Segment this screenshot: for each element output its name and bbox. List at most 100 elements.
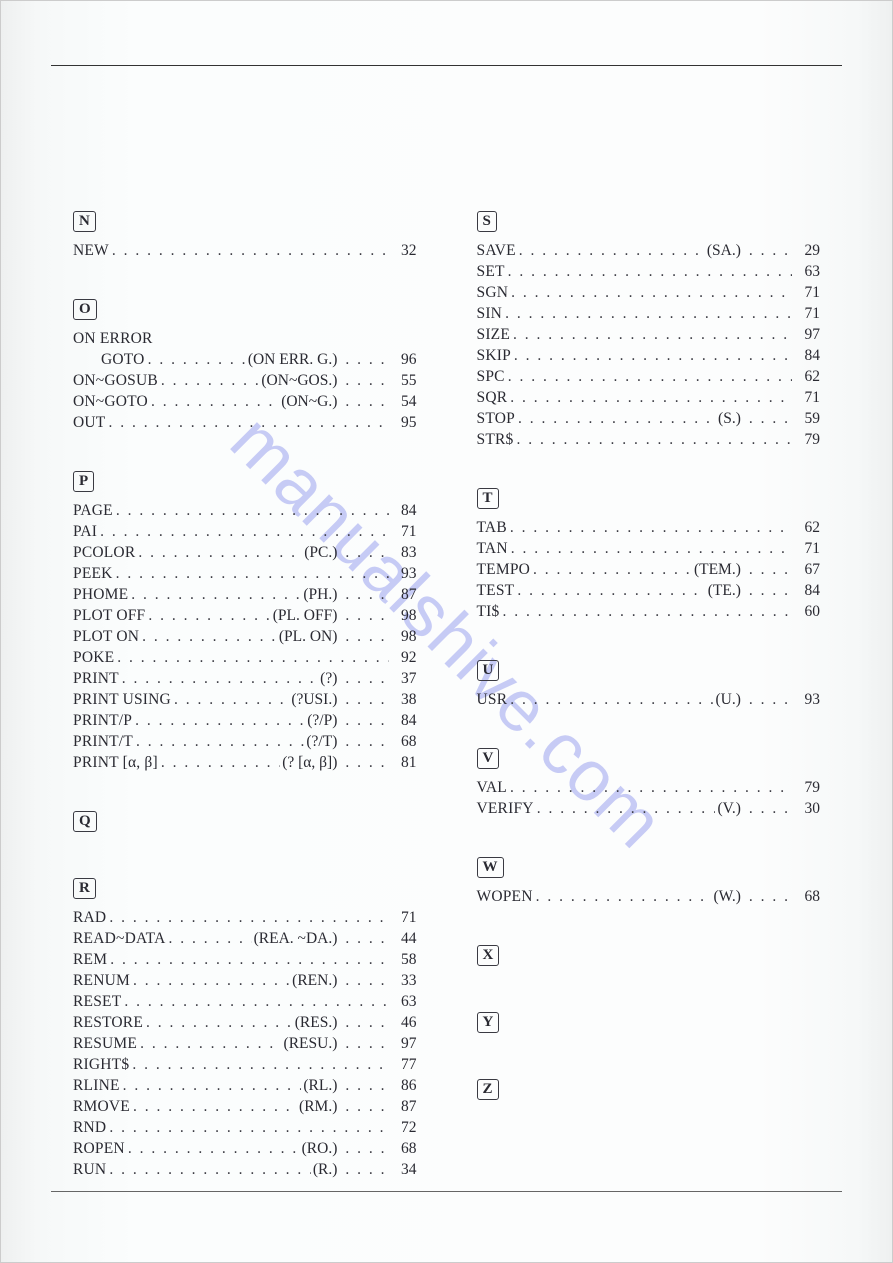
command-name: PLOT OFF <box>73 605 145 626</box>
leader-dots <box>129 1054 388 1075</box>
trailing-dots: . . . . <box>747 408 792 429</box>
index-entry: PHOME(PH.). . . .87 <box>73 584 417 605</box>
command-name: PCOLOR <box>73 542 135 563</box>
page-number: 68 <box>792 886 820 907</box>
page-number: 58 <box>389 949 417 970</box>
section-letter: Y <box>477 1012 500 1033</box>
trailing-dots: . . . . <box>747 580 792 601</box>
command-name: TAN <box>477 538 508 559</box>
leader-dots <box>119 668 318 689</box>
index-entry: RESET63 <box>73 991 417 1012</box>
page-number: 37 <box>389 668 417 689</box>
page-number: 68 <box>389 731 417 752</box>
page-number: 95 <box>389 412 417 433</box>
command-abbr: (PL. ON) <box>277 626 344 647</box>
command-abbr: (?) <box>318 668 343 689</box>
command-name: PRINT/T <box>73 731 133 752</box>
section-letter: N <box>73 211 96 232</box>
page-number: 84 <box>792 345 820 366</box>
leader-dots <box>128 584 301 605</box>
page-number: 68 <box>389 1138 417 1159</box>
leader-dots <box>121 991 388 1012</box>
index-entry: SIN71 <box>477 303 821 324</box>
command-name: PHOME <box>73 584 128 605</box>
command-abbr: (? [α, β]) <box>280 752 343 773</box>
leader-dots <box>171 689 289 710</box>
leader-dots <box>145 605 270 626</box>
index-entry: GOTO(ON ERR. G.). . . .96 <box>73 349 417 370</box>
index-entry: TEST(TE.). . . .84 <box>477 580 821 601</box>
leader-dots <box>145 349 246 370</box>
leader-dots <box>507 689 713 710</box>
index-entry: ROPEN(RO.). . . .68 <box>73 1138 417 1159</box>
section-letter: T <box>477 488 499 509</box>
command-abbr: (PL. OFF) <box>271 605 344 626</box>
leader-dots <box>513 429 792 450</box>
page-number: 33 <box>389 970 417 991</box>
command-name: PRINT/P <box>73 710 132 731</box>
leader-dots <box>137 1033 281 1054</box>
index-entry: PLOT ON(PL. ON). . . .98 <box>73 626 417 647</box>
command-abbr: (PH.) <box>301 584 343 605</box>
leader-dots <box>148 391 279 412</box>
index-entry: TAB62 <box>477 517 821 538</box>
index-entry: ON ERROR <box>73 328 417 349</box>
command-name: PRINT [α, β] <box>73 752 158 773</box>
page-number: 67 <box>792 559 820 580</box>
page-number: 97 <box>389 1033 417 1054</box>
index-entry: VERIFY(V.). . . .30 <box>477 798 821 819</box>
trailing-dots: . . . . <box>343 542 388 563</box>
command-name: ON ERROR <box>73 328 153 349</box>
index-entry: PRINT [α, β](? [α, β]). . . .81 <box>73 752 417 773</box>
leader-dots <box>125 1138 300 1159</box>
page-number: 29 <box>792 240 820 261</box>
page-number: 32 <box>389 240 417 261</box>
trailing-dots: . . . . <box>343 1012 388 1033</box>
command-abbr: (W.) <box>711 886 746 907</box>
command-name: STOP <box>477 408 515 429</box>
page-number: 59 <box>792 408 820 429</box>
index-entry: REM 58 <box>73 949 417 970</box>
command-abbr: (RO.) <box>300 1138 344 1159</box>
index-entry: RAD71 <box>73 907 417 928</box>
trailing-dots: . . . . <box>747 798 792 819</box>
trailing-dots: . . . . <box>343 370 388 391</box>
left-column: NNEW32OON ERRORGOTO(ON ERR. G.). . . .96… <box>73 211 417 1218</box>
section-X: X <box>477 945 821 974</box>
command-name: RND <box>73 1117 106 1138</box>
page-number: 71 <box>792 387 820 408</box>
command-name: GOTO <box>101 349 145 370</box>
index-entry: PCOLOR(PC.). . . .83 <box>73 542 417 563</box>
page-number: 55 <box>389 370 417 391</box>
command-abbr: (TE.) <box>706 580 747 601</box>
leader-dots <box>113 500 389 521</box>
command-name: PEEK <box>73 563 113 584</box>
trailing-dots: . . . . <box>747 886 792 907</box>
command-abbr: (ON~G.) <box>279 391 343 412</box>
index-entry: RND72 <box>73 1117 417 1138</box>
leader-dots <box>165 928 251 949</box>
command-name: ROPEN <box>73 1138 125 1159</box>
command-name: RESET <box>73 991 121 1012</box>
page-number: 98 <box>389 605 417 626</box>
command-name: SGN <box>477 282 509 303</box>
section-O: OON ERRORGOTO(ON ERR. G.). . . .96ON~GOS… <box>73 299 417 433</box>
command-name: REM <box>73 949 107 970</box>
index-entry: READ~DATA(REA. ~DA.). . . .44 <box>73 928 417 949</box>
top-rule <box>51 65 842 66</box>
page-number: 79 <box>792 777 820 798</box>
leader-dots <box>502 303 792 324</box>
section-Y: Y <box>477 1012 821 1041</box>
command-name: TEMPO <box>477 559 531 580</box>
trailing-dots: . . . . <box>343 1159 388 1180</box>
leader-dots <box>135 542 302 563</box>
page-number: 86 <box>389 1075 417 1096</box>
leader-dots <box>514 580 705 601</box>
index-entry: PAI71 <box>73 521 417 542</box>
index-entry: TI$60 <box>477 601 821 622</box>
command-name: SET <box>477 261 505 282</box>
page-number: 62 <box>792 366 820 387</box>
index-entry: PLOT OFF(PL. OFF). . . .98 <box>73 605 417 626</box>
index-entry: RIGHT$77 <box>73 1054 417 1075</box>
command-abbr: (R.) <box>311 1159 344 1180</box>
